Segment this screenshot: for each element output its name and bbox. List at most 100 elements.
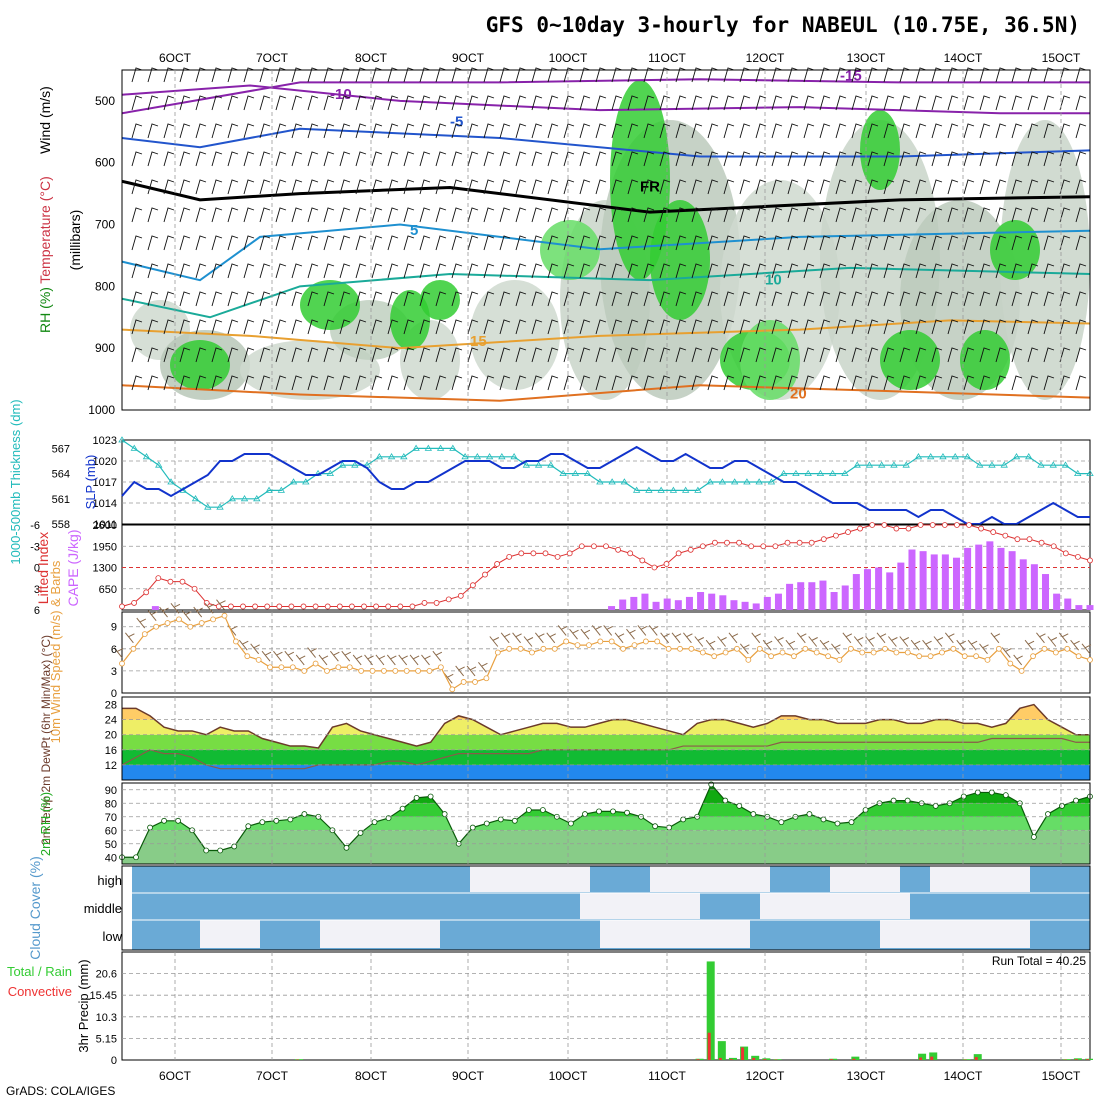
wind-barb — [398, 654, 408, 666]
y-tick-label: 1017 — [93, 477, 117, 489]
wind-barb — [403, 347, 415, 363]
wind-barb — [243, 347, 255, 363]
wind-barb — [899, 347, 911, 363]
wind-barb — [899, 235, 911, 251]
x-tick-label: 6OCT — [159, 51, 192, 65]
wind-speed-line-point — [722, 649, 729, 656]
wind-barb — [339, 263, 351, 279]
wind-barb — [933, 636, 944, 647]
wind-barb — [1027, 95, 1039, 111]
wind-barb — [179, 235, 191, 251]
axis-label-wind: Wind (m/s) — [37, 86, 53, 154]
wind-barb — [979, 123, 991, 139]
wind-barb — [643, 375, 655, 391]
rh-line-point — [1059, 803, 1065, 809]
wind-barb — [387, 207, 399, 223]
thickness-line-point — [902, 461, 910, 468]
rh-line-point — [399, 805, 406, 812]
wind-barb — [787, 67, 799, 83]
wind-barb — [147, 235, 159, 251]
wind-barb — [787, 123, 799, 139]
wind-barb — [611, 95, 623, 111]
wind-barb — [883, 347, 895, 363]
wind-barb — [931, 151, 943, 167]
wind-barb — [339, 319, 351, 335]
wind-barb — [547, 235, 559, 251]
slp-thickness-panel: 1023 1020 1017 1014 1011 567 564 561 558 1000-500… — [8, 399, 1094, 565]
wind-barb — [723, 235, 735, 251]
rh-line-point — [862, 807, 869, 813]
x-tick-label: 7OCT — [256, 51, 289, 65]
wind-barb — [531, 319, 543, 335]
wind-speed-line-point — [734, 645, 740, 652]
wind-barb — [626, 628, 636, 640]
wind-barb — [243, 207, 255, 223]
wind-barb — [259, 67, 271, 83]
precip-bar — [706, 961, 715, 1060]
cape-bar — [875, 567, 883, 610]
chart-title: GFS 0~10day 3-hourly for NABEUL (10.75E,… — [486, 13, 1080, 37]
wind-barb — [163, 235, 175, 251]
wind-barb — [1058, 632, 1069, 644]
wind-barb — [193, 606, 203, 618]
li-line-point — [905, 525, 912, 532]
temp-band — [122, 749, 1090, 765]
cloud-gap — [930, 866, 1030, 892]
wind-barb — [483, 67, 495, 83]
wind-barb — [387, 347, 399, 363]
wind-barb — [386, 654, 397, 666]
wind-barb — [867, 123, 879, 139]
wind-barb — [819, 151, 831, 167]
wind-barb — [579, 179, 591, 195]
wind-speed-line-point — [904, 649, 911, 656]
thickness-line-point — [914, 453, 923, 460]
y-tick-label: 20 — [105, 730, 117, 742]
wind-barb — [931, 95, 943, 111]
wind-speed-line-point — [779, 649, 786, 656]
wind-barb — [691, 151, 703, 167]
wind-speed-line-point — [267, 664, 273, 671]
wind-barb — [787, 179, 799, 195]
y-tick-label: 6 — [111, 644, 117, 656]
wind-barb — [275, 235, 287, 251]
wind-barb — [739, 375, 751, 391]
wind-barb — [835, 95, 847, 111]
y-tick-label: 1020 — [93, 456, 117, 468]
wind-barb — [211, 263, 223, 279]
temp-band — [122, 764, 1090, 780]
wind-barb — [371, 375, 383, 391]
wind-barb — [451, 123, 463, 139]
wind-barb — [243, 179, 255, 195]
wind-barb — [707, 123, 719, 139]
wind-barb — [1027, 207, 1039, 223]
wind-barb — [403, 263, 415, 279]
y-tick-label: 567 — [52, 443, 70, 455]
wind-barb — [979, 347, 991, 363]
wind-barb — [403, 375, 415, 391]
cape-bar — [630, 596, 638, 610]
wind-barb — [867, 291, 879, 307]
x-tick-label: 14OCT — [944, 51, 983, 65]
wind-barb — [947, 95, 959, 111]
wind-barb — [547, 179, 559, 195]
wind-barb — [419, 95, 431, 111]
wind-barb — [751, 632, 761, 644]
cape-bar — [697, 592, 705, 610]
wind-barb — [595, 235, 607, 251]
li-line-point — [179, 578, 186, 585]
wind-barb — [659, 235, 671, 251]
wind-barb — [771, 179, 783, 195]
wind-barb — [627, 95, 639, 111]
wind-barb — [611, 179, 623, 195]
wind-barb — [323, 123, 335, 139]
cape-bar — [997, 547, 1005, 610]
wind-barb — [910, 639, 921, 651]
wind-speed-line-point — [677, 645, 683, 652]
li-line-point — [227, 603, 234, 610]
wind-barb — [339, 95, 351, 111]
wind-barb — [259, 291, 271, 307]
thickness-line-point — [890, 461, 898, 468]
wind-barb — [915, 263, 927, 279]
cloud-gap — [320, 920, 440, 948]
